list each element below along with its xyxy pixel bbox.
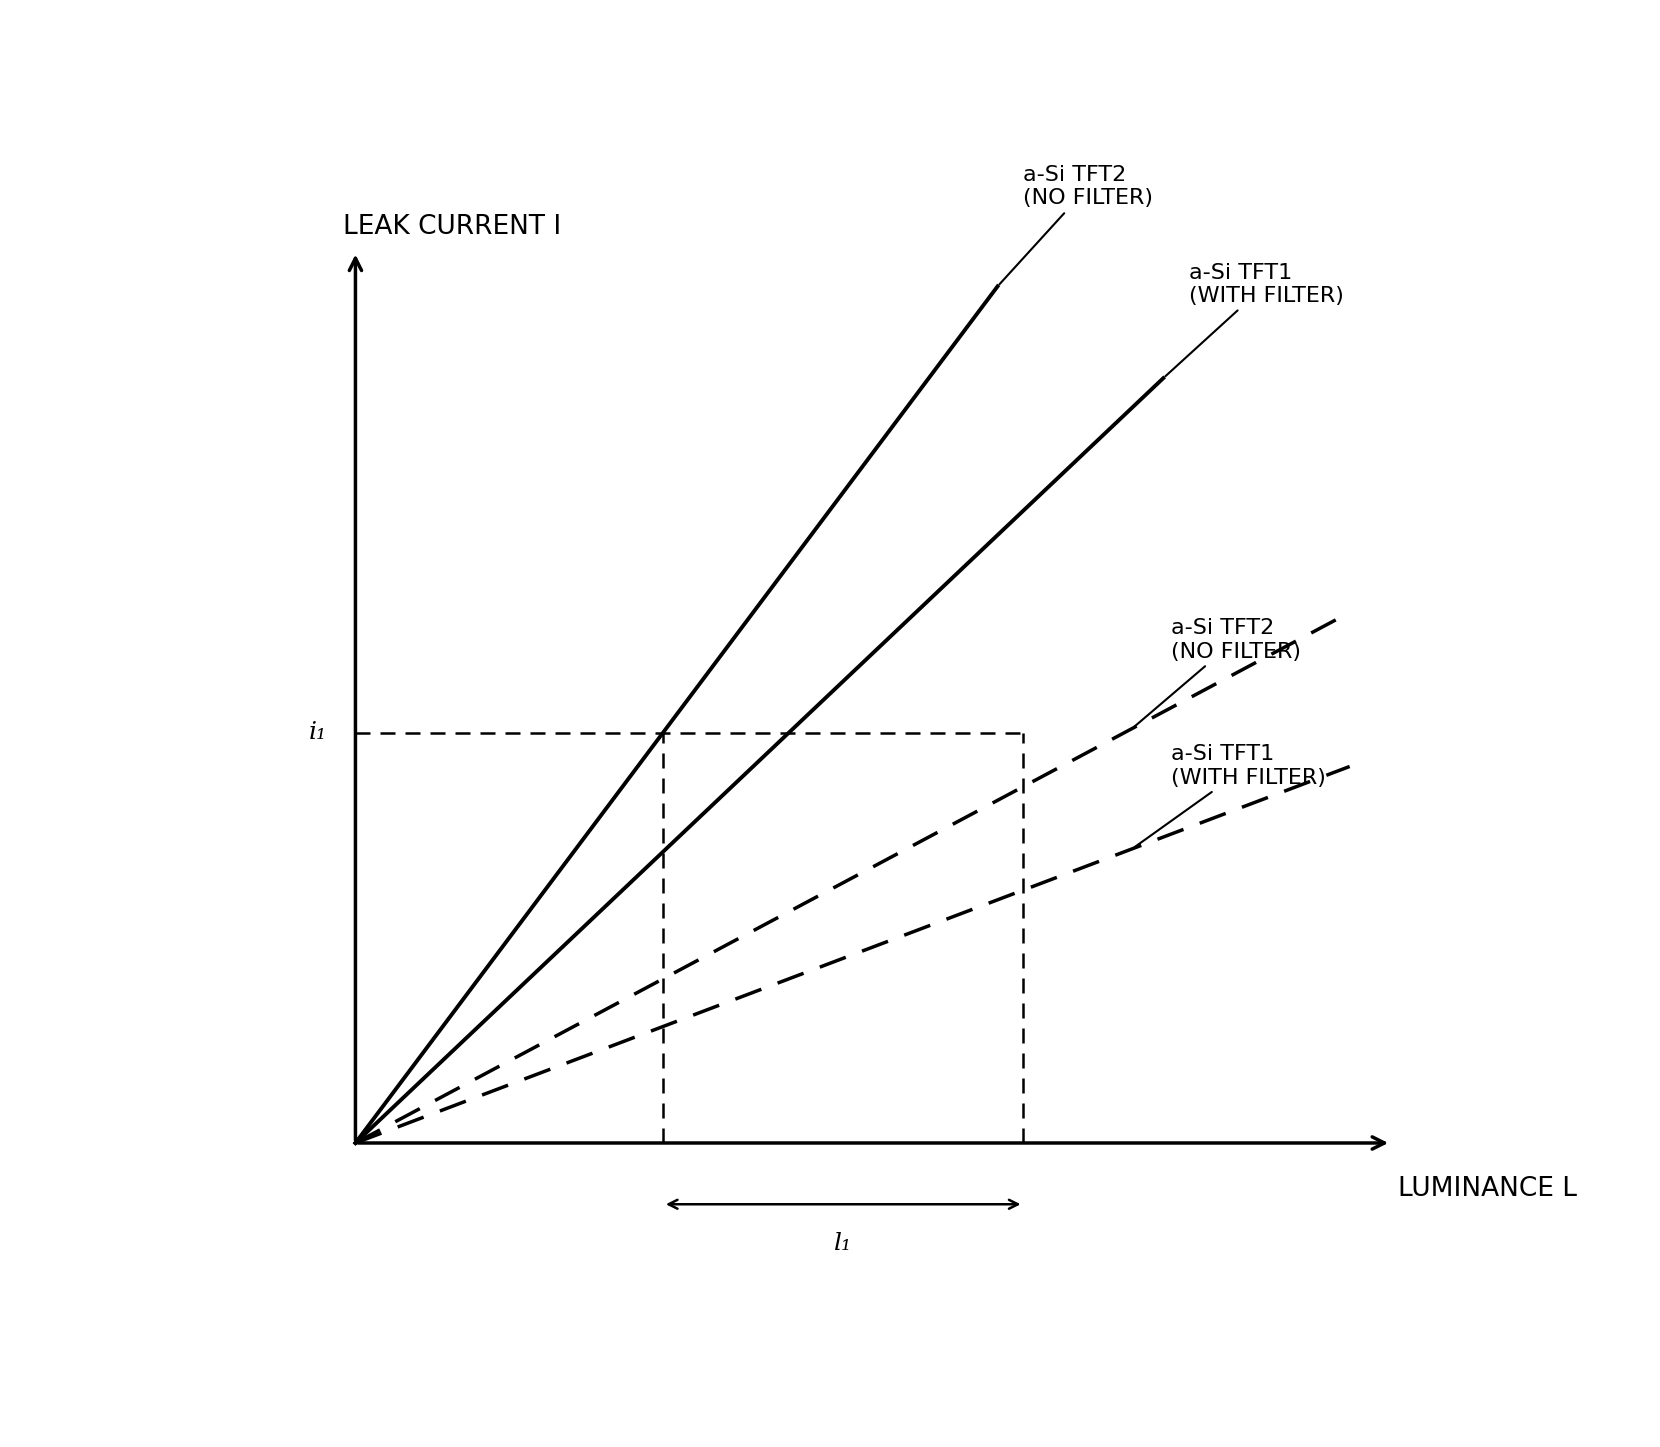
Text: LEAK CURRENT I: LEAK CURRENT I [342,214,561,240]
Text: a-Si TFT2
(NO FILTER): a-Si TFT2 (NO FILTER) [999,165,1154,285]
Text: a-Si TFT1
(WITH FILTER): a-Si TFT1 (WITH FILTER) [1165,262,1345,376]
Text: a-Si TFT2
(NO FILTER): a-Si TFT2 (NO FILTER) [1134,618,1301,726]
Text: l₁: l₁ [835,1233,852,1255]
Text: a-Si TFT1
(WITH FILTER): a-Si TFT1 (WITH FILTER) [1134,744,1326,848]
Text: LUMINANCE L: LUMINANCE L [1398,1176,1577,1202]
Text: i₁: i₁ [309,722,327,744]
